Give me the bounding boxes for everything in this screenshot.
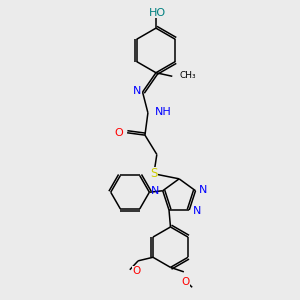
Text: O: O [133,266,141,276]
Text: HO: HO [149,8,166,18]
Text: N: N [151,186,159,196]
Text: S: S [150,167,158,180]
Text: N: N [193,206,201,216]
Text: O: O [181,277,190,287]
Text: N: N [133,85,141,96]
Text: CH₃: CH₃ [180,71,196,80]
Text: O: O [115,128,124,138]
Text: NH: NH [155,107,172,117]
Text: N: N [199,185,208,195]
